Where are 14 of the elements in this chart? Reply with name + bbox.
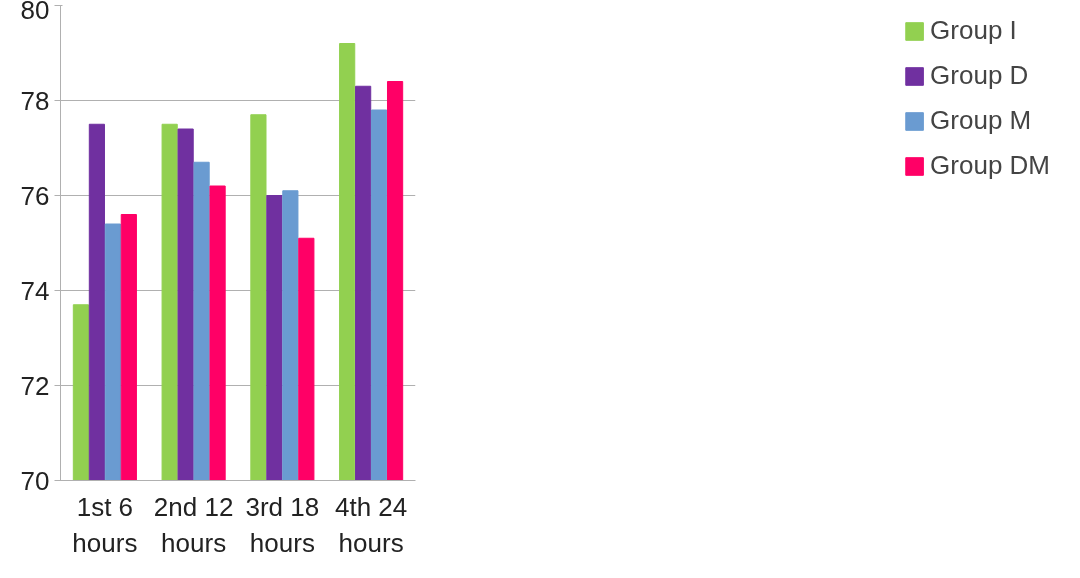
x-tick-label: 1st 6 hours: [72, 491, 138, 558]
legend-label: Group M: [930, 105, 1032, 136]
y-tick-label: 80: [20, 0, 50, 25]
y-tick-label: 74: [20, 275, 50, 306]
legend-label: Group I: [930, 15, 1017, 46]
y-tick-label: 70: [20, 465, 50, 496]
legend-label: Group DM: [930, 150, 1050, 181]
x-tick-label: 3rd 18 hours: [245, 491, 320, 558]
x-tick-label: 4th 24 hours: [334, 491, 408, 558]
x-tick-label: 2nd 12 hours: [153, 491, 234, 558]
legend-label: Group D: [930, 60, 1029, 91]
y-tick-label: 72: [20, 370, 50, 401]
y-tick-label: 76: [20, 180, 50, 211]
y-tick-label: 78: [20, 85, 50, 116]
